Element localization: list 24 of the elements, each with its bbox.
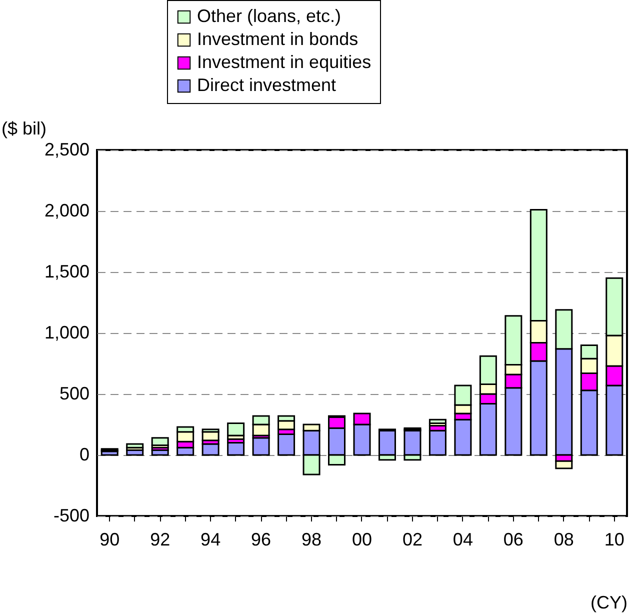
x-tick-label: 02 — [402, 530, 422, 550]
legend-label: Direct investment — [197, 75, 336, 95]
x-tick-label: 90 — [100, 530, 120, 550]
y-tick-label: 2,000 — [44, 200, 90, 220]
y-tick-label: 1,000 — [44, 322, 90, 342]
x-tick-label: 98 — [302, 530, 322, 550]
y-tick-label: -500 — [53, 506, 90, 526]
legend-label: Other (loans, etc.) — [197, 6, 342, 26]
x-tick-label: 10 — [604, 530, 624, 550]
y-tick-label: 0 — [79, 444, 90, 464]
x-tick-label: 08 — [554, 530, 574, 550]
x-tick-label: 96 — [251, 530, 272, 550]
y-tick-label: 500 — [59, 384, 90, 404]
legend-label: Investment in bonds — [197, 29, 358, 49]
x-tick-label: 04 — [452, 530, 473, 550]
x-axis-title: (CY) — [590, 592, 628, 612]
x-tick-label: 06 — [503, 530, 524, 550]
x-tick-label: 94 — [200, 530, 221, 550]
x-tick-label: 00 — [352, 530, 372, 550]
y-axis-title: ($ bil) — [2, 118, 47, 138]
y-tick-label: 1,500 — [44, 262, 90, 282]
y-tick-label: 2,500 — [44, 140, 90, 160]
legend-label: Investment in equities — [197, 52, 372, 72]
x-tick-label: 92 — [150, 530, 170, 550]
